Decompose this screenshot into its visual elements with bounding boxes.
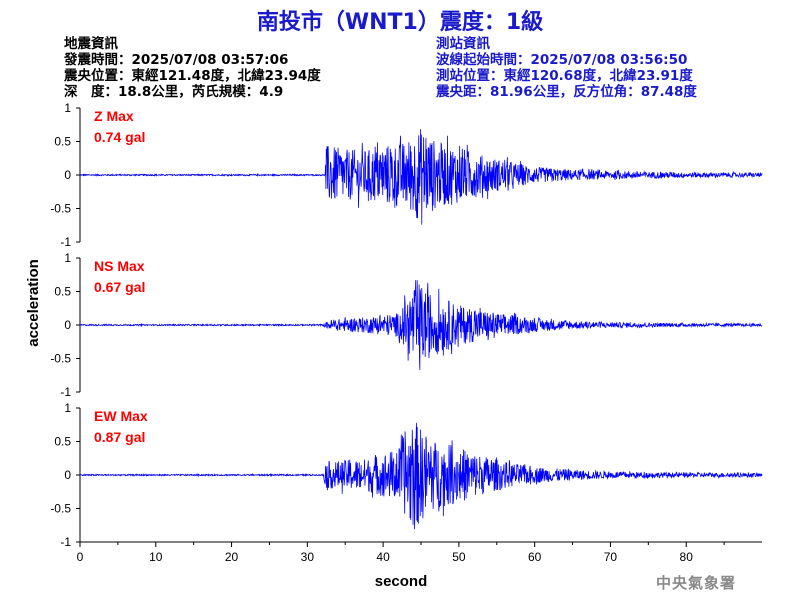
epicenter-location: 震央位置：東經121.48度，北緯23.94度	[64, 68, 321, 84]
station-info-heading: 測站資訊	[436, 36, 490, 52]
y-tick-label: -1	[60, 385, 71, 399]
x-tick-label: 40	[376, 550, 390, 564]
depth-magnitude: 深 度：18.8公里，芮氏規模：4.9	[64, 84, 284, 100]
y-tick-label: 0.5	[54, 135, 71, 149]
y-tick-label: -1	[60, 535, 71, 549]
x-axis-title: second	[375, 573, 428, 590]
y-tick-label: 1	[64, 101, 71, 115]
y-tick-label: -1	[60, 235, 71, 249]
page-title: 南投市（WNT1）震度：1級	[256, 10, 544, 35]
y-tick-label: 0	[64, 168, 71, 182]
station-location: 測站位置：東經120.68度，北緯23.91度	[436, 68, 693, 84]
epicentral-distance: 震央距：81.96公里，反方位角：87.48度	[436, 84, 697, 100]
x-tick-label: 50	[452, 550, 466, 564]
series-name-label: EW Max	[94, 408, 148, 424]
x-tick-label: 20	[225, 550, 239, 564]
x-tick-label: 30	[301, 550, 315, 564]
x-tick-label: 70	[604, 550, 618, 564]
series-name-label: Z Max	[94, 108, 134, 124]
y-tick-label: 0	[64, 318, 71, 332]
earthquake-info-heading: 地震資訊	[64, 36, 118, 52]
earthquake-info: 地震資訊 發震時間：2025/07/08 03:57:06 震央位置：東經121…	[64, 36, 321, 100]
y-tick-label: 0	[64, 468, 71, 482]
y-tick-label: -0.5	[50, 202, 71, 216]
waveform-trace-1	[79, 129, 763, 225]
peak-value-label: 0.67 gal	[94, 279, 145, 295]
waveform-trace-3	[79, 422, 763, 530]
station-info: 測站資訊 波線起始時間：2025/07/08 03:56:50 測站位置：東經1…	[436, 36, 697, 100]
y-tick-label: 1	[64, 251, 71, 265]
x-tick-label: 60	[528, 550, 542, 564]
agency-watermark: 中央氣象署	[656, 574, 737, 592]
y-tick-label: 1	[64, 401, 71, 415]
x-tick-label: 10	[149, 550, 163, 564]
origin-time: 發震時間：2025/07/08 03:57:06	[64, 52, 289, 68]
x-tick-label: 0	[77, 550, 84, 564]
y-tick-label: 0.5	[54, 435, 71, 449]
y-tick-label: -0.5	[50, 502, 71, 516]
peak-value-label: 0.87 gal	[94, 429, 145, 445]
y-axis-title: acceleration	[25, 259, 42, 347]
wave-start-time: 波線起始時間：2025/07/08 03:56:50	[436, 52, 688, 68]
y-tick-label: -0.5	[50, 352, 71, 366]
x-tick-label: 80	[680, 550, 694, 564]
y-tick-label: 0.5	[54, 285, 71, 299]
waveform-trace-2	[79, 280, 763, 370]
peak-value-label: 0.74 gal	[94, 129, 145, 145]
series-name-label: NS Max	[94, 258, 145, 274]
